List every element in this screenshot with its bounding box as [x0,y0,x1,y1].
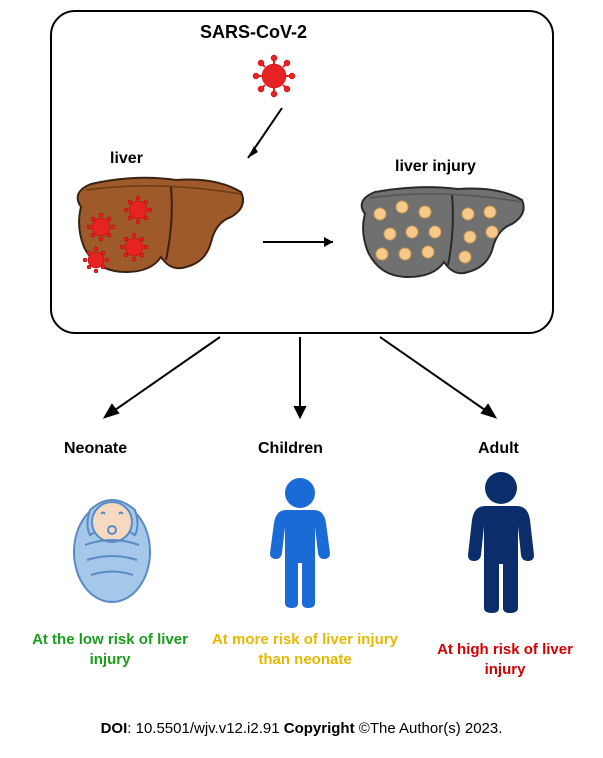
adult-label: Adult [478,440,519,458]
liver-label: liver [110,150,143,168]
doi-value: : 10.5501/wjv.v12.i2.91 [127,720,284,737]
arrow-liver-to-injury [258,232,348,252]
neonate-risk-text: At the low risk of liver injury [30,630,190,669]
adult-risk-text: At high risk of liver injury [420,640,590,679]
copyright-label: Copyright [284,720,359,737]
doi-prefix: DOI [101,720,128,737]
sars-cov-2-title: SARS-CoV-2 [200,22,307,43]
arrow-virus-to-liver [230,100,300,175]
copyright-text: ©The Author(s) 2023. [359,720,503,737]
injured-liver-icon [350,182,530,297]
children-label: Children [258,440,323,458]
virus-icon [250,52,298,100]
adult-icon [462,470,540,615]
child-icon [264,475,336,610]
liver-injury-label: liver injury [395,158,476,176]
branch-arrows [80,332,520,432]
children-risk-text: At more risk of liver injury than neonat… [210,630,400,669]
neonate-icon [65,480,160,605]
healthy-liver-icon [66,172,251,292]
neonate-label: Neonate [64,440,127,458]
doi-line: DOI: 10.5501/wjv.v12.i2.91 Copyright ©Th… [0,720,603,737]
